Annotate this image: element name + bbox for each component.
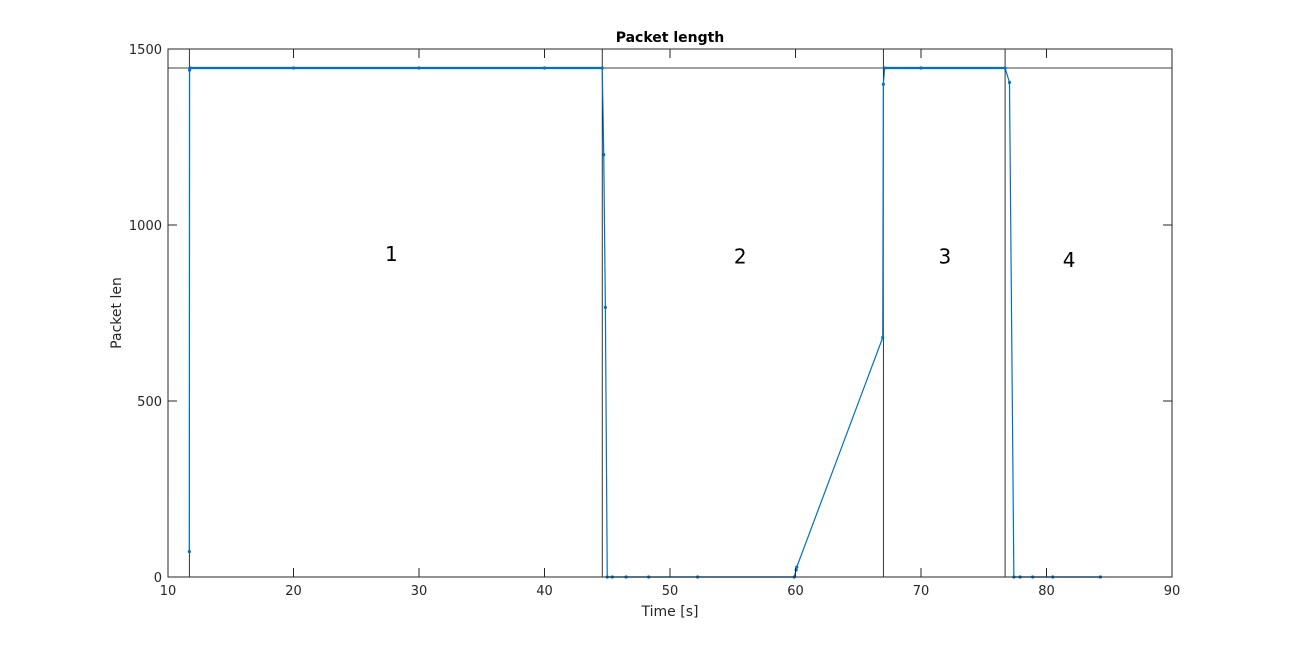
region-annotations: 1 2 3 4 <box>385 242 1075 272</box>
x-tick-label: 20 <box>285 584 302 599</box>
data-point <box>795 565 799 569</box>
x-axis-label: Time [s] <box>641 604 699 620</box>
x-tick-label: 80 <box>1038 584 1055 599</box>
data-point <box>881 82 885 86</box>
y-axis-label: Packet len <box>109 277 125 349</box>
chart-title: Packet length <box>616 30 725 46</box>
region-label: 1 <box>385 242 398 266</box>
data-point <box>881 336 885 340</box>
x-tick-label: 30 <box>411 584 428 599</box>
y-tick-label: 1000 <box>129 219 162 234</box>
region-label: 3 <box>938 245 951 269</box>
y-tick-label: 0 <box>154 571 162 586</box>
data-point <box>603 305 607 309</box>
axis-ticks: 10 20 30 40 50 60 70 80 90 0 500 1000 1500 <box>129 43 1180 599</box>
data-point <box>602 153 606 157</box>
x-tick-label: 50 <box>662 584 679 599</box>
x-tick-label: 40 <box>536 584 553 599</box>
y-tick-label: 1500 <box>129 43 162 58</box>
region-label: 2 <box>734 245 747 269</box>
data-point <box>187 550 191 554</box>
x-tick-label: 60 <box>787 584 804 599</box>
data-point <box>1007 80 1012 85</box>
y-tick-label: 500 <box>137 395 162 410</box>
x-tick-label: 70 <box>913 584 930 599</box>
x-tick-label: 90 <box>1164 584 1181 599</box>
plot-background <box>168 49 1172 577</box>
region-label: 4 <box>1063 248 1076 272</box>
x-tick-label: 10 <box>160 584 177 599</box>
